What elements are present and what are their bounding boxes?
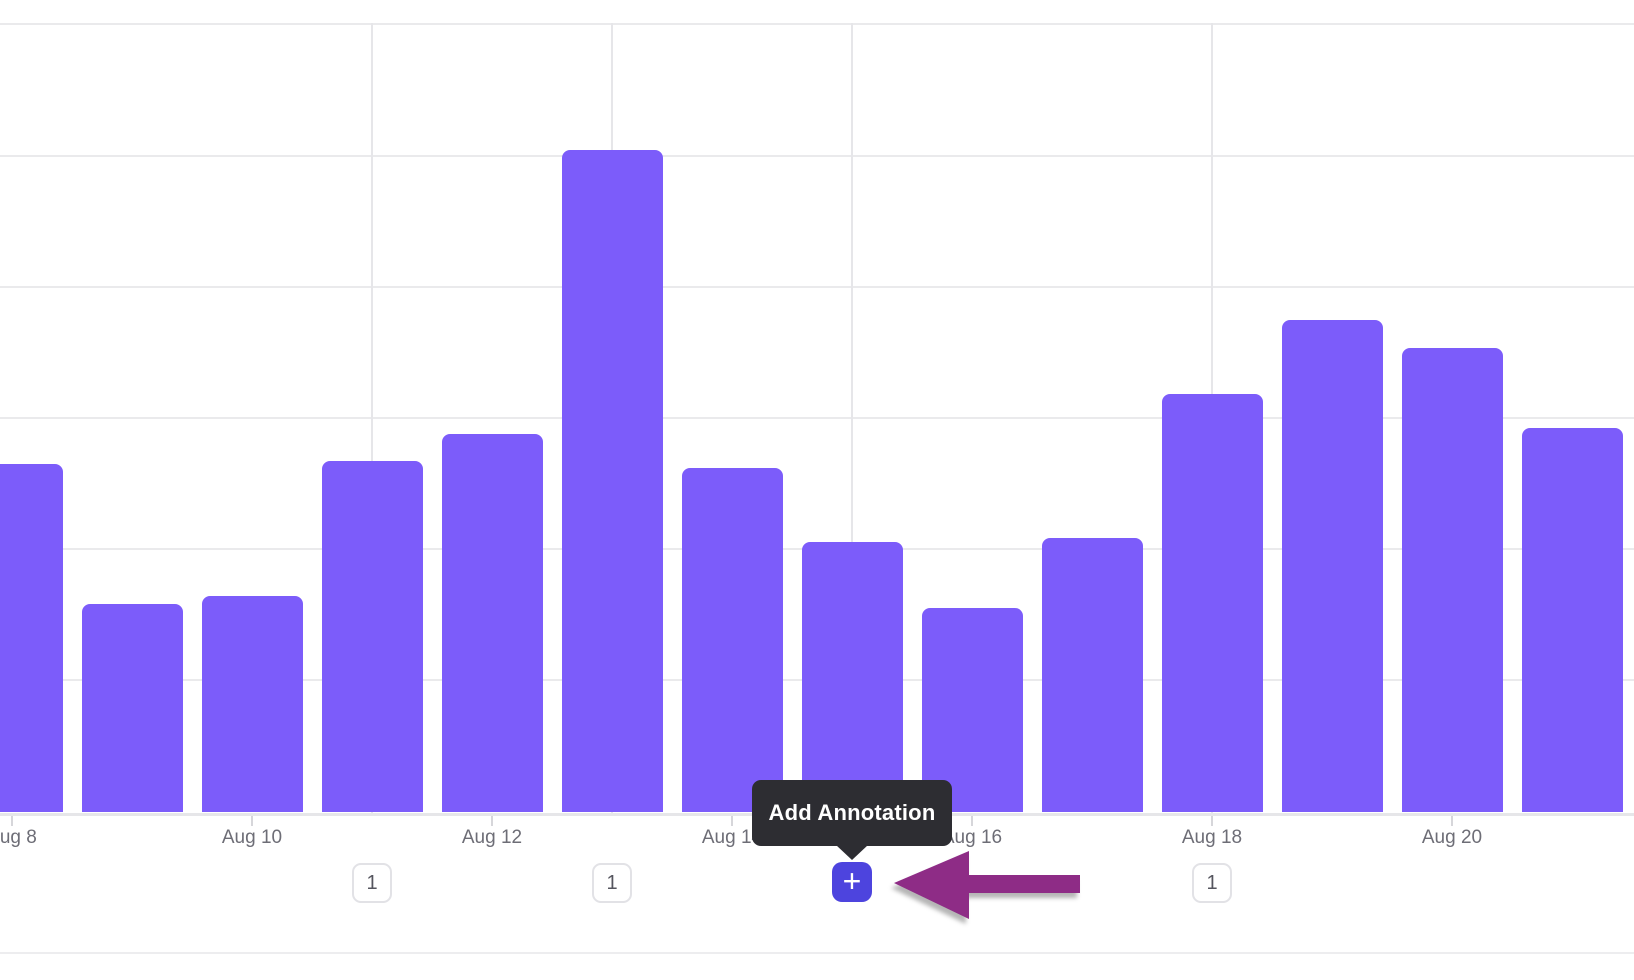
- x-axis-tick: [251, 816, 253, 826]
- add-annotation-button[interactable]: +: [832, 862, 872, 902]
- x-axis-label-aug-18: Aug 18: [1181, 827, 1243, 848]
- x-axis-tick: [1211, 816, 1213, 826]
- bar-aug-10[interactable]: [201, 596, 303, 812]
- tooltip-pointer-icon: [836, 845, 868, 860]
- tooltip-label: Add Annotation: [768, 800, 936, 825]
- bar-aug-8[interactable]: [0, 464, 63, 812]
- x-axis-tick: [11, 816, 13, 826]
- bar-aug-18[interactable]: [1161, 394, 1263, 812]
- annotation-badge-aug-13[interactable]: 1: [592, 863, 632, 903]
- bar-aug-11[interactable]: [321, 461, 423, 812]
- x-axis-tick: [971, 816, 973, 826]
- annotation-badge-aug-11[interactable]: 1: [352, 863, 392, 903]
- x-axis-label-aug-20: Aug 20: [1421, 827, 1483, 848]
- x-axis-tick: [1451, 816, 1453, 826]
- bar-aug-9[interactable]: [81, 604, 183, 812]
- bar-aug-17[interactable]: [1041, 538, 1143, 812]
- gridline-horizontal: [0, 417, 1634, 419]
- x-axis-label-aug-8: Aug 8: [0, 827, 37, 848]
- annotation-guide-line: [371, 23, 373, 813]
- bottom-divider: [0, 952, 1634, 954]
- add-annotation-tooltip: Add Annotation: [752, 780, 952, 846]
- gridline-horizontal: [0, 286, 1634, 288]
- x-axis-label-aug-12: Aug 12: [461, 827, 523, 848]
- x-axis-tick: [731, 816, 733, 826]
- bar-aug-20[interactable]: [1401, 348, 1503, 812]
- bar-aug-15[interactable]: [801, 542, 903, 812]
- annotation-guide-line: [851, 23, 853, 813]
- bar-aug-14[interactable]: [681, 468, 783, 812]
- bar-aug-19[interactable]: [1281, 320, 1383, 812]
- x-axis-tick: [491, 816, 493, 826]
- bar-aug-21[interactable]: [1521, 428, 1623, 812]
- gridline-horizontal: [0, 155, 1634, 157]
- bar-aug-13[interactable]: [561, 150, 663, 812]
- gridline-horizontal: [0, 23, 1634, 25]
- bar-aug-16[interactable]: [921, 608, 1023, 812]
- x-axis-label-aug-14: Aug 14: [701, 827, 763, 848]
- annotation-badge-aug-18[interactable]: 1: [1192, 863, 1232, 903]
- x-axis-label-aug-16: Aug 16: [941, 827, 1003, 848]
- bar-aug-12[interactable]: [441, 434, 543, 812]
- x-axis-label-aug-10: Aug 10: [221, 827, 283, 848]
